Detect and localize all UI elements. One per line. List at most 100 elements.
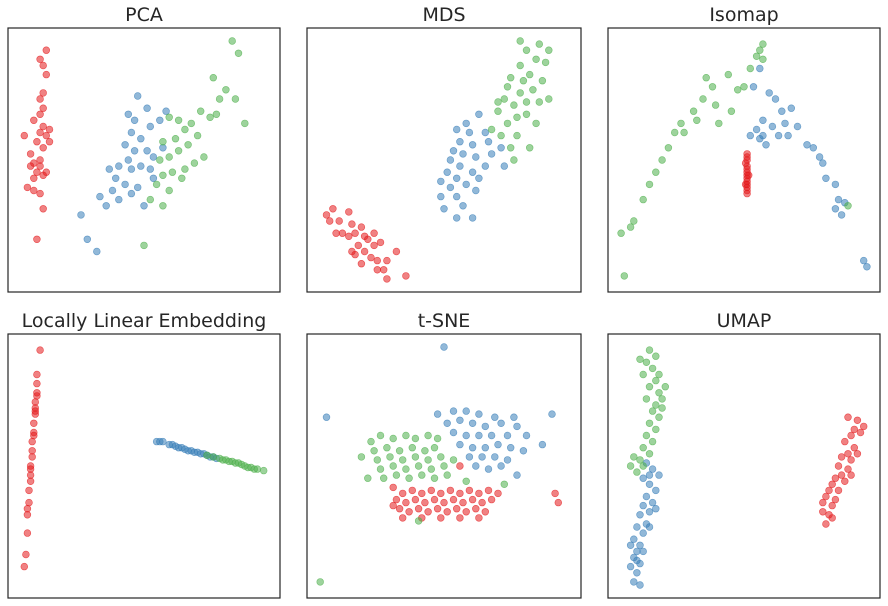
data-point bbox=[28, 453, 36, 461]
data-point bbox=[828, 501, 836, 510]
data-point bbox=[231, 459, 240, 467]
data-point bbox=[639, 501, 647, 510]
data-point bbox=[370, 229, 378, 237]
data-point bbox=[831, 495, 840, 504]
data-point bbox=[759, 55, 767, 63]
panel-isomap: Isomap bbox=[607, 4, 881, 293]
series-0 bbox=[741, 150, 753, 198]
data-point bbox=[472, 186, 480, 195]
data-point bbox=[500, 480, 508, 488]
panel-title: Locally Linear Embedding bbox=[22, 310, 267, 332]
data-point bbox=[433, 410, 442, 418]
data-point bbox=[516, 37, 524, 45]
data-point bbox=[187, 119, 196, 128]
data-point bbox=[33, 392, 41, 400]
data-point bbox=[146, 165, 155, 173]
data-point bbox=[222, 86, 230, 94]
data-point bbox=[354, 241, 362, 250]
data-point bbox=[853, 450, 862, 458]
data-point bbox=[408, 486, 416, 495]
data-point bbox=[822, 174, 830, 183]
data-point bbox=[487, 150, 496, 158]
data-point bbox=[664, 144, 673, 152]
data-point bbox=[184, 141, 192, 149]
data-point bbox=[639, 474, 647, 482]
data-point bbox=[146, 122, 155, 131]
data-point bbox=[822, 492, 830, 501]
data-point bbox=[538, 76, 547, 85]
data-point bbox=[380, 266, 388, 274]
data-point bbox=[819, 498, 827, 507]
data-point bbox=[711, 101, 720, 109]
data-point bbox=[522, 431, 531, 440]
data-point bbox=[376, 465, 385, 473]
series-2 bbox=[140, 37, 249, 250]
data-point bbox=[633, 547, 641, 556]
data-point bbox=[617, 229, 625, 237]
data-point bbox=[449, 147, 458, 155]
data-point bbox=[456, 514, 464, 522]
data-point bbox=[402, 431, 410, 440]
data-point bbox=[402, 272, 410, 280]
data-point bbox=[329, 205, 337, 213]
series-1 bbox=[77, 92, 170, 256]
data-point bbox=[23, 183, 32, 192]
data-point bbox=[468, 168, 477, 176]
data-point bbox=[484, 138, 493, 146]
data-point bbox=[831, 180, 840, 189]
data-point bbox=[481, 422, 489, 431]
data-point bbox=[197, 107, 205, 115]
data-point bbox=[844, 465, 852, 473]
data-point bbox=[121, 180, 129, 189]
data-point bbox=[507, 444, 515, 452]
data-point bbox=[645, 508, 654, 516]
data-point bbox=[137, 162, 145, 170]
data-point bbox=[513, 113, 521, 122]
data-point bbox=[111, 174, 120, 183]
data-point bbox=[127, 128, 136, 137]
data-point bbox=[159, 171, 167, 180]
data-point bbox=[389, 483, 397, 492]
data-point bbox=[462, 180, 470, 189]
data-point bbox=[708, 83, 717, 91]
data-point bbox=[424, 456, 432, 464]
panel-umap: UMAP bbox=[607, 310, 881, 599]
data-point bbox=[42, 131, 50, 140]
data-point bbox=[633, 468, 641, 476]
plot-area bbox=[306, 27, 582, 293]
data-point bbox=[642, 395, 651, 403]
data-point bbox=[421, 447, 429, 455]
data-point bbox=[715, 119, 723, 128]
data-point bbox=[134, 183, 142, 192]
data-point bbox=[373, 256, 381, 265]
data-point bbox=[443, 419, 451, 427]
data-point bbox=[645, 346, 654, 354]
data-point bbox=[825, 511, 833, 519]
data-point bbox=[507, 144, 515, 152]
series-2 bbox=[626, 346, 669, 476]
series-0 bbox=[20, 46, 54, 244]
data-point bbox=[260, 466, 268, 475]
data-point bbox=[481, 162, 489, 170]
data-point bbox=[462, 119, 470, 128]
data-point bbox=[30, 431, 38, 440]
data-point bbox=[503, 119, 512, 128]
data-point bbox=[357, 260, 366, 268]
data-point bbox=[405, 474, 413, 482]
data-point bbox=[437, 177, 445, 186]
data-point bbox=[741, 159, 750, 167]
series-2 bbox=[487, 37, 553, 164]
data-point bbox=[370, 241, 378, 250]
data-point bbox=[389, 501, 397, 510]
data-point bbox=[427, 465, 435, 473]
data-point bbox=[652, 352, 660, 360]
data-point bbox=[724, 70, 732, 79]
data-point bbox=[234, 49, 243, 57]
series-0 bbox=[20, 346, 44, 571]
data-point bbox=[437, 514, 445, 522]
data-point bbox=[815, 153, 824, 161]
data-point bbox=[149, 153, 158, 161]
data-point bbox=[335, 217, 343, 225]
data-point bbox=[468, 419, 477, 427]
data-point bbox=[449, 456, 458, 464]
